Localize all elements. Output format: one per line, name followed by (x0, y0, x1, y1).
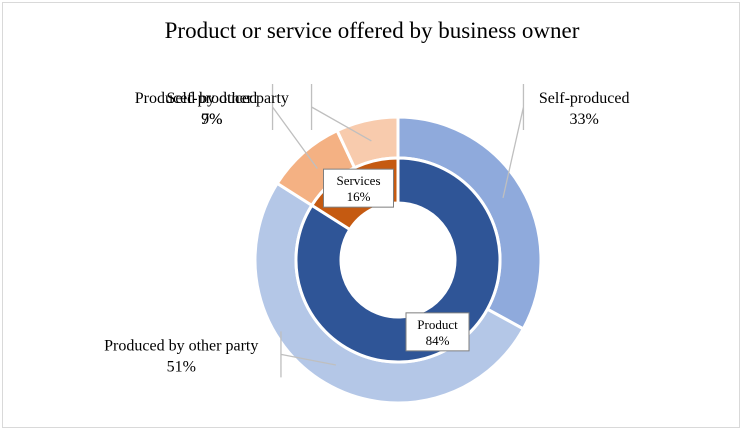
outer-product-produced-by-other-party-value: 51% (167, 358, 196, 375)
outer-product-self-produced-label: Self-produced 33% (539, 90, 630, 128)
inner-product-value: 84% (426, 333, 450, 348)
outer-services-produced-by-other-party-leader-line (310, 84, 372, 142)
outer-product-produced-by-other-party-leader-line (280, 331, 337, 378)
outer-services-produced-by-other-party-value: 7% (201, 111, 222, 128)
leader-lines (271, 84, 525, 378)
outer-product-self-produced-value: 33% (569, 111, 598, 128)
outer-services-self-produced-label: Self-produced 9% (167, 90, 258, 128)
outer-services-produced-by-other-party-label: Produced by other party 7% (135, 90, 289, 128)
outer-product-produced-by-other-party-label: Produced by other party 51% (104, 337, 258, 375)
chart-title: Product or service offered by business o… (164, 18, 580, 43)
inner-services-value: 16% (347, 189, 371, 204)
outer-product-self-produced-name: Self-produced (539, 90, 630, 107)
outer-services-self-produced-name: Self-produced (167, 90, 258, 107)
outer-services-produced-by-other-party-name: Produced by other party (135, 90, 289, 107)
outer-product-self-produced-leader-line (502, 84, 525, 199)
inner-services-name: Services (336, 173, 380, 188)
outer-product-produced-by-other-party-name: Produced by other party (104, 337, 258, 354)
inner-product-name: Product (417, 317, 458, 332)
inner-product-slice (294, 156, 502, 364)
outer-services-self-produced-leader-line (271, 84, 318, 169)
outer-services-self-produced-value: 9% (201, 111, 222, 128)
